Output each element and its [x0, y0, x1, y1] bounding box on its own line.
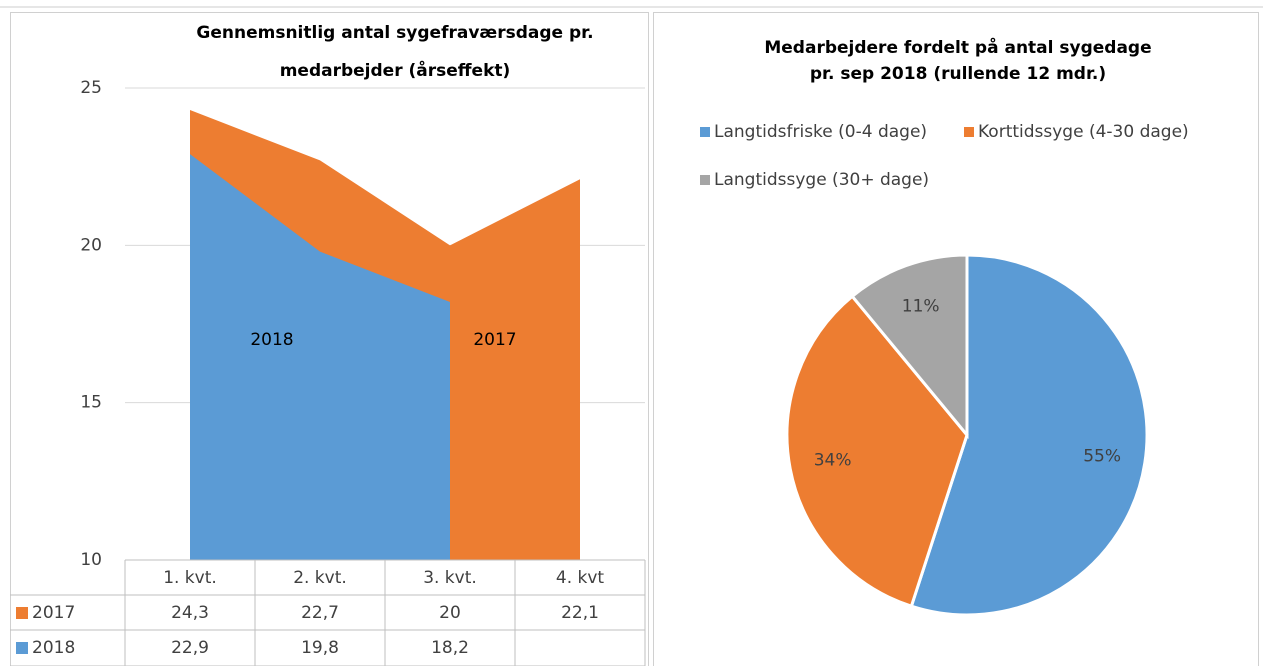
x-tick-label: 4. kvt — [556, 568, 605, 588]
y-tick-label: 10 — [80, 550, 102, 570]
left-panel — [10, 12, 649, 666]
y-tick-label: 15 — [80, 393, 102, 413]
area-label: 2018 — [250, 330, 293, 350]
legend-label: Korttidssyge (4-30 dage) — [978, 122, 1189, 142]
x-tick-label: 1. kvt. — [163, 568, 217, 588]
table-value: 18,2 — [431, 638, 469, 658]
pie-slice — [785, 294, 969, 609]
legend-label: 2017 — [32, 603, 75, 623]
table-value: 19,8 — [301, 638, 339, 658]
chart-title: Medarbejdere fordelt på antal sygedage — [764, 36, 1151, 58]
pie-slice — [850, 253, 969, 440]
legend-swatch — [700, 127, 710, 137]
area-label: 2017 — [473, 330, 516, 350]
table-value: 20 — [439, 603, 461, 623]
legend-label: 2018 — [32, 638, 75, 658]
x-tick-label: 3. kvt. — [423, 568, 477, 588]
chart-title: Gennemsnitlig antal sygefraværsdage pr. — [196, 23, 593, 43]
legend-swatch — [964, 127, 974, 137]
table-value: 22,7 — [301, 603, 339, 623]
legend-swatch — [16, 607, 28, 619]
legend-label: Langtidsfriske (0-4 dage) — [714, 122, 927, 142]
right-panel — [653, 12, 1259, 666]
x-tick-label: 2. kvt. — [293, 568, 347, 588]
area — [190, 154, 450, 560]
y-tick-label: 20 — [80, 235, 102, 255]
table-value: 22,1 — [561, 603, 599, 623]
y-tick-label: 25 — [80, 78, 102, 98]
table-value: 22,9 — [171, 638, 209, 658]
pie-slice — [909, 253, 1149, 617]
table-value: 24,3 — [171, 603, 209, 623]
chart-title: pr. sep 2018 (rullende 12 mdr.) — [810, 64, 1106, 84]
chart-title: medarbejder (årseffekt) — [280, 59, 511, 81]
legend-label: Langtidssyge (30+ dage) — [714, 170, 929, 190]
legend-swatch — [700, 175, 710, 185]
data-label: 34% — [814, 451, 852, 471]
data-label: 11% — [902, 296, 940, 316]
legend-swatch — [16, 642, 28, 654]
data-label: 55% — [1083, 446, 1121, 466]
